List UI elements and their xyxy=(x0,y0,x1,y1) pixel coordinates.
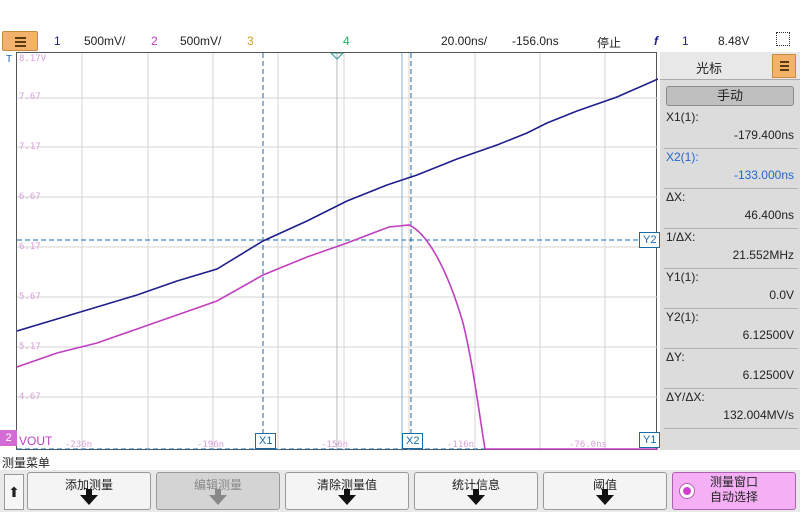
ch2-scale: 500mV/ xyxy=(180,34,221,48)
trigger-level: 8.48V xyxy=(718,34,749,48)
menu-title: 测量菜单 xyxy=(2,454,50,471)
ch2-label: VOUT xyxy=(19,434,52,448)
run-state: 停止 xyxy=(597,34,621,51)
inverse-delta-x-readout: 1/ΔX: 21.552MHz xyxy=(664,228,798,268)
cursor-y2-tag[interactable]: Y2 xyxy=(639,232,660,248)
ch2-ground-marker[interactable]: 2 xyxy=(0,430,17,446)
level-label: 8.17V xyxy=(19,54,46,64)
softkey-line2: 自动选择 xyxy=(710,490,758,504)
readout-value: 21.552MHz xyxy=(733,248,794,262)
softkey-bar: ⬆ 添加测量 编辑测量 清除测量值 统计信息 阈值 测量窗口 自动选择 xyxy=(0,470,800,512)
cursor-mode-button[interactable]: 手动 xyxy=(666,86,794,106)
edit-measurement-button[interactable]: 编辑测量 xyxy=(156,472,280,510)
timebase-scale[interactable]: 20.00ns/ xyxy=(441,34,487,48)
level-label: 5.17 xyxy=(19,342,41,352)
readout-label: Y2(1): xyxy=(666,310,699,324)
trigger-channel: 1 xyxy=(682,34,689,48)
readout-value: 6.12500V xyxy=(743,368,794,382)
trigger-time-marker: T xyxy=(6,54,12,65)
level-label: 6.67 xyxy=(19,192,41,202)
readout-value: 6.12500V xyxy=(743,328,794,342)
readout-label: ΔX: xyxy=(666,190,685,204)
status-bar: 1 500mV/ 2 500mV/ 3 4 20.00ns/ -156.0ns … xyxy=(0,30,800,52)
readout-value: -133.000ns xyxy=(734,168,794,182)
readout-label: X1(1): xyxy=(666,110,699,124)
level-label: 6.17 xyxy=(19,242,41,252)
cursor-y2-readout[interactable]: Y2(1): 6.12500V xyxy=(664,308,798,348)
divider xyxy=(664,428,798,429)
trigger-edge-icon: f xyxy=(654,34,658,48)
acquisition-icon xyxy=(776,32,790,46)
readout-label: X2(1): xyxy=(666,150,699,164)
level-label: 7.67 xyxy=(19,92,41,102)
level-label: 5.67 xyxy=(19,292,41,302)
panel-header: 光标 xyxy=(660,52,800,80)
cursor-x2-readout[interactable]: X2(1): -133.000ns xyxy=(664,148,798,188)
cursor-x1-readout[interactable]: X1(1): -179.400ns xyxy=(664,108,798,148)
statistics-button[interactable]: 统计信息 xyxy=(414,472,538,510)
down-arrow-icon xyxy=(596,495,614,505)
readout-value: 0.0V xyxy=(769,288,794,302)
readout-value: -179.400ns xyxy=(734,128,794,142)
down-arrow-icon xyxy=(467,495,485,505)
measurement-window-button[interactable]: 测量窗口 自动选择 xyxy=(672,472,796,510)
ch1-number[interactable]: 1 xyxy=(54,34,61,48)
down-arrow-icon xyxy=(209,495,227,505)
cursor-y1-tag[interactable]: Y1 xyxy=(639,432,660,448)
readout-label: ΔY: xyxy=(666,350,685,364)
add-measurement-button[interactable]: 添加测量 xyxy=(27,472,151,510)
softkey-label: 测量窗口 自动选择 xyxy=(673,475,795,505)
delta-x-readout: ΔX: 46.400ns xyxy=(664,188,798,228)
cursor-x1-tag[interactable]: X1 xyxy=(255,433,276,449)
readout-value: 132.004MV/s xyxy=(723,408,794,422)
main-menu-button[interactable] xyxy=(2,31,38,51)
ch1-scale: 500mV/ xyxy=(84,34,125,48)
time-label: -76.0ns xyxy=(569,440,607,450)
clear-measurements-button[interactable]: 清除测量值 xyxy=(285,472,409,510)
cursor-y1-readout[interactable]: Y1(1): 0.0V xyxy=(664,268,798,308)
panel-menu-icon[interactable] xyxy=(772,54,796,78)
ch2-number[interactable]: 2 xyxy=(151,34,158,48)
down-arrow-icon xyxy=(80,495,98,505)
up-arrow-icon[interactable]: ⬆ xyxy=(4,474,24,510)
panel-title: 光标 xyxy=(696,58,722,77)
readout-label: 1/ΔX: xyxy=(666,230,695,244)
ch4-number[interactable]: 4 xyxy=(343,34,350,48)
readout-label: Y1(1): xyxy=(666,270,699,284)
down-arrow-icon xyxy=(338,495,356,505)
cursor-panel: 光标 手动 X1(1): -179.400ns X2(1): -133.000n… xyxy=(660,52,800,450)
softkey-line1: 测量窗口 xyxy=(710,475,758,489)
readout-value: 46.400ns xyxy=(745,208,794,222)
delta-y-readout: ΔY: 6.12500V xyxy=(664,348,798,388)
time-label: -196n xyxy=(197,440,224,450)
level-label: 7.17 xyxy=(19,142,41,152)
waveform-graticule xyxy=(17,53,658,451)
time-label: -156n xyxy=(321,440,348,450)
time-delay[interactable]: -156.0ns xyxy=(512,34,559,48)
ch3-number[interactable]: 3 xyxy=(247,34,254,48)
time-label: -236n xyxy=(65,440,92,450)
cursor-x2-tag[interactable]: X2 xyxy=(402,433,423,449)
time-label: -116n xyxy=(447,440,474,450)
slope-readout: ΔY/ΔX: 132.004MV/s xyxy=(664,388,798,428)
readout-label: ΔY/ΔX: xyxy=(666,390,705,404)
threshold-button[interactable]: 阈值 xyxy=(543,472,667,510)
waveform-display[interactable]: 8.17V 7.67 7.17 6.67 6.17 5.67 5.17 4.67… xyxy=(16,52,657,450)
level-label: 4.67 xyxy=(19,392,41,402)
